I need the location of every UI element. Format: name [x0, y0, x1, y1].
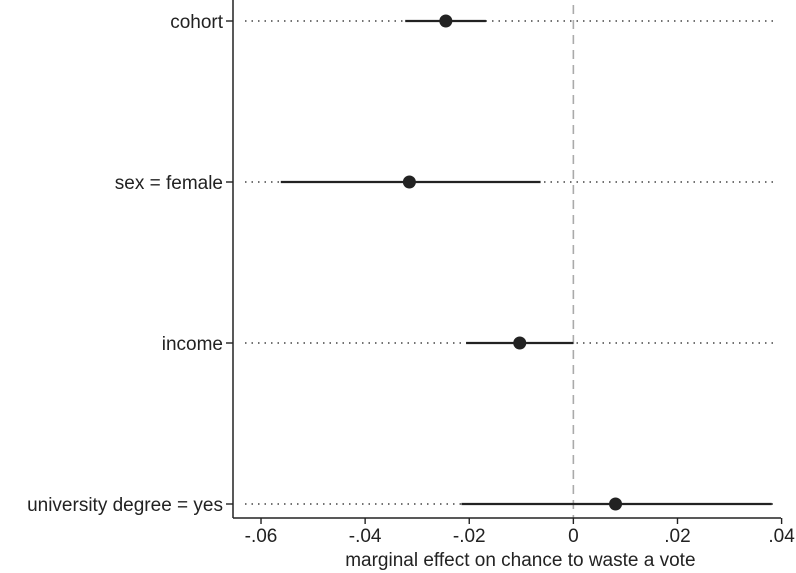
- category-label: income: [162, 334, 223, 355]
- category-label: sex = female: [115, 173, 223, 194]
- gridlines: [245, 20, 777, 505]
- point-estimate-0: [439, 14, 453, 28]
- x-tick-label: .04: [768, 526, 795, 547]
- axes: [226, 0, 783, 524]
- point-estimate-2: [513, 336, 527, 350]
- x-tick-label: -.06: [245, 526, 278, 547]
- point-estimates: [402, 14, 623, 511]
- x-tick-label: -.04: [349, 526, 382, 547]
- point-estimate-1: [402, 175, 416, 189]
- category-label: cohort: [170, 12, 224, 33]
- confidence-intervals: [280, 19, 772, 506]
- category-label: university degree = yes: [27, 495, 223, 516]
- x-tick-label: .02: [664, 526, 690, 547]
- category-labels: cohort sex = female income university degre…: [27, 12, 224, 516]
- point-estimate-3: [609, 497, 623, 511]
- x-tick-label: -.02: [453, 526, 486, 547]
- x-axis-title: marginal effect on chance to waste a vot…: [345, 550, 695, 571]
- x-tick-labels: -.06 -.04 -.02 0 .02 .04: [245, 526, 796, 547]
- x-tick-label: 0: [568, 526, 579, 547]
